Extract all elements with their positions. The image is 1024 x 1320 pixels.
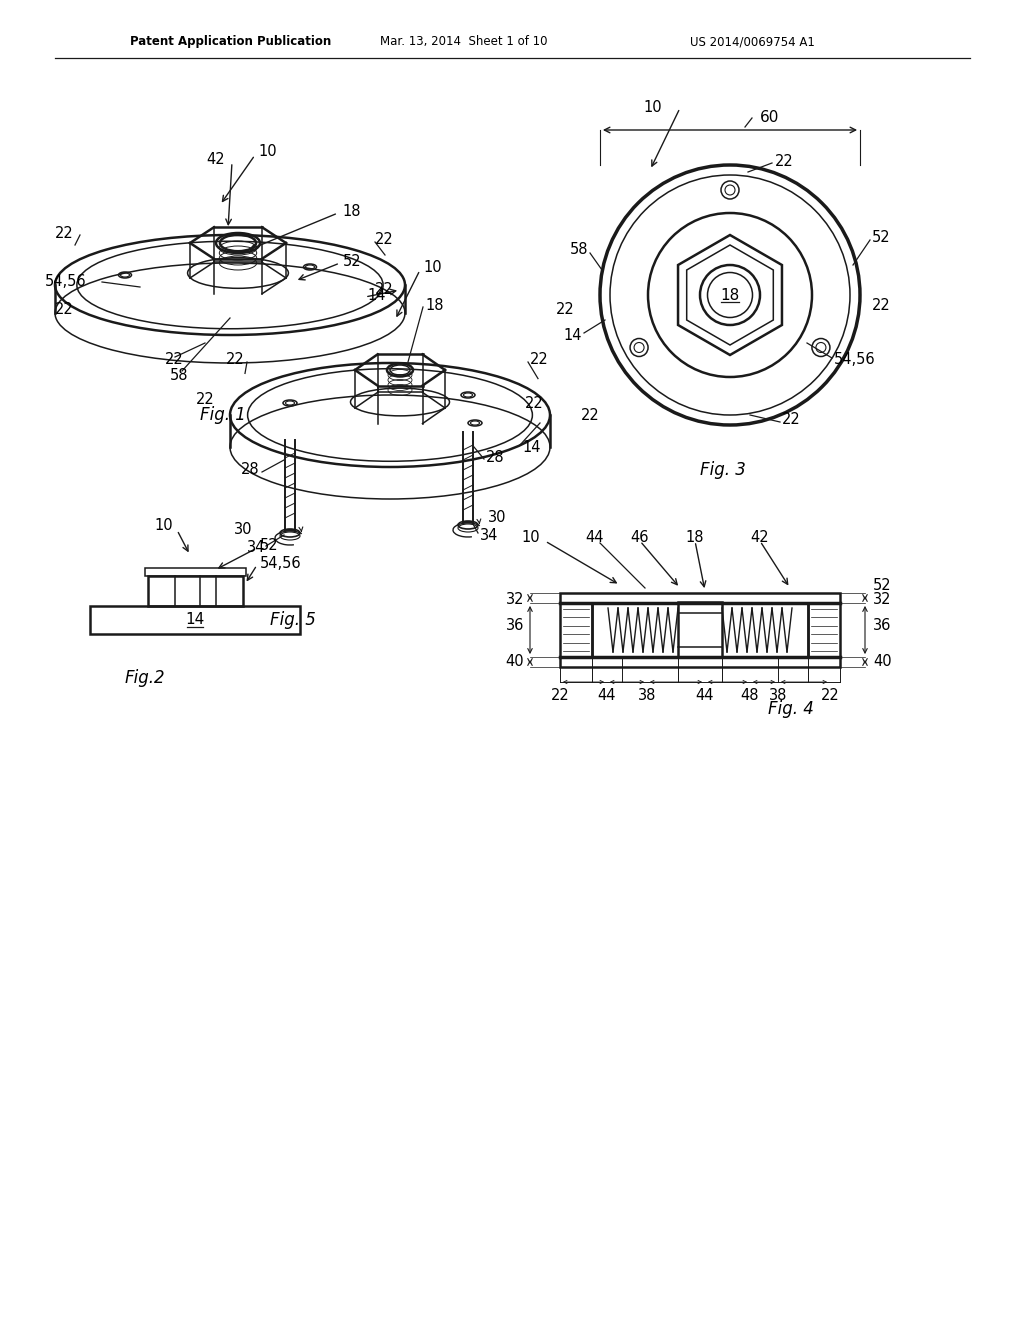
Text: 22: 22 [782,412,801,428]
Text: 22: 22 [582,408,600,422]
Text: Mar. 13, 2014  Sheet 1 of 10: Mar. 13, 2014 Sheet 1 of 10 [380,36,548,49]
Text: 22: 22 [197,392,215,408]
Text: 34: 34 [480,528,499,543]
Text: 14: 14 [522,440,541,454]
Text: 40: 40 [873,655,892,669]
Text: 36: 36 [506,618,524,632]
Bar [560,657,840,667]
Text: 42: 42 [750,531,769,545]
Bar [678,602,722,657]
Text: US 2014/0069754 A1: US 2014/0069754 A1 [690,36,815,49]
Text: 58: 58 [569,243,588,257]
Text: 54,56: 54,56 [834,352,876,367]
Text: 60: 60 [760,111,779,125]
Text: 14: 14 [367,288,385,302]
Text: 10: 10 [521,531,540,545]
Text: 52: 52 [873,578,892,593]
Text: 42: 42 [207,152,225,166]
Text: 10: 10 [155,519,173,533]
Text: Fig. 5: Fig. 5 [270,611,315,630]
Bar [560,593,840,603]
Text: 22: 22 [530,352,549,367]
Text: 22: 22 [375,232,394,248]
Text: 22: 22 [551,688,569,702]
Text: 52: 52 [260,539,279,553]
Text: 22: 22 [226,352,245,367]
Text: 28: 28 [486,450,505,465]
Text: 18: 18 [685,531,703,545]
Text: 18: 18 [342,203,360,219]
Text: 54,56: 54,56 [45,275,87,289]
Text: 44: 44 [598,688,616,702]
Text: 32: 32 [873,593,892,607]
Text: 46: 46 [630,531,648,545]
Text: 30: 30 [233,523,252,537]
Text: 22: 22 [55,302,74,318]
Text: Fig.2: Fig.2 [125,669,166,686]
Text: 14: 14 [563,327,582,342]
Text: 22: 22 [820,688,840,702]
Text: 22: 22 [556,302,575,318]
Text: 22: 22 [525,396,544,411]
Bar [145,568,246,576]
Text: 28: 28 [242,462,260,478]
Text: 38: 38 [638,688,656,702]
Text: 30: 30 [488,510,507,524]
Text: 52: 52 [343,253,361,268]
Text: 40: 40 [506,655,524,669]
Text: 10: 10 [643,100,662,116]
Text: 22: 22 [775,154,794,169]
Text: 32: 32 [506,593,524,607]
Text: 48: 48 [740,688,759,702]
Text: 22: 22 [165,352,183,367]
Text: 22: 22 [872,297,891,313]
Text: 44: 44 [695,688,715,702]
Text: 14: 14 [185,612,205,627]
Text: 58: 58 [170,367,188,383]
Text: 34: 34 [247,540,265,556]
Text: 10: 10 [258,144,276,160]
Text: 36: 36 [873,618,891,632]
Text: Fig. 4: Fig. 4 [768,700,814,718]
Text: 18: 18 [425,297,443,313]
Text: 22: 22 [55,226,74,240]
Text: 22: 22 [375,282,394,297]
Text: 44: 44 [585,531,603,545]
Bar [90,606,300,634]
Text: 18: 18 [720,288,739,302]
Text: 38: 38 [769,688,787,702]
Text: Fig. 3: Fig. 3 [700,461,745,479]
Text: 52: 52 [872,230,891,244]
Text: Fig. 1: Fig. 1 [200,407,246,424]
Text: Patent Application Publication: Patent Application Publication [130,36,331,49]
Bar [148,576,243,606]
Text: 10: 10 [423,260,441,275]
Text: 54,56: 54,56 [260,556,302,570]
